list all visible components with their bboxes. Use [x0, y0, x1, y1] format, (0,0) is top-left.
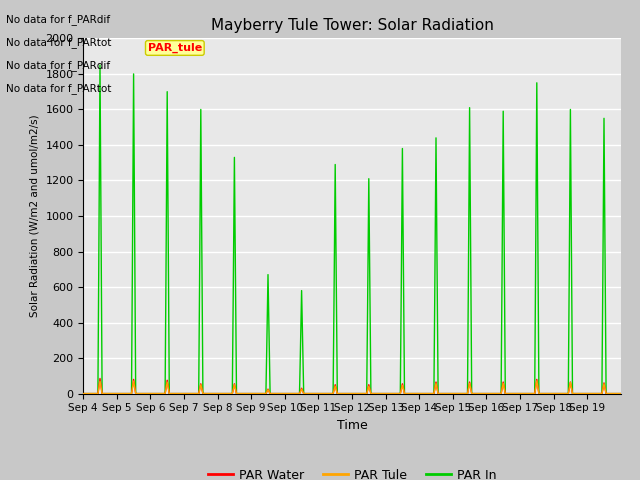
Text: No data for f_PARtot: No data for f_PARtot [6, 83, 112, 94]
Legend: PAR Water, PAR Tule, PAR In: PAR Water, PAR Tule, PAR In [203, 464, 501, 480]
Text: PAR_tule: PAR_tule [148, 43, 202, 53]
Text: No data for f_PARtot: No data for f_PARtot [6, 36, 112, 48]
Text: No data for f_PARdif: No data for f_PARdif [6, 60, 111, 71]
Title: Mayberry Tule Tower: Solar Radiation: Mayberry Tule Tower: Solar Radiation [211, 18, 493, 33]
Y-axis label: Solar Radiation (W/m2 and umol/m2/s): Solar Radiation (W/m2 and umol/m2/s) [30, 115, 40, 317]
Text: No data for f_PARdif: No data for f_PARdif [6, 13, 111, 24]
X-axis label: Time: Time [337, 419, 367, 432]
